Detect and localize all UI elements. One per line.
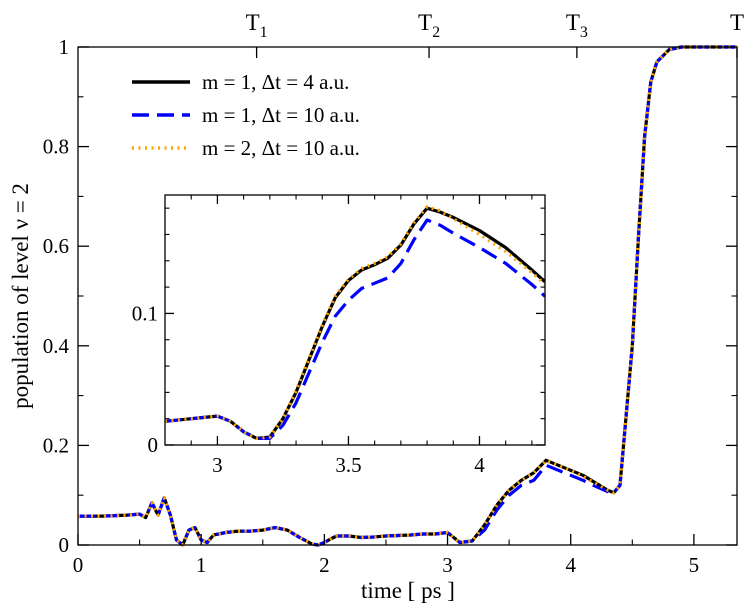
inset-tick-labels: 3 3.5 4 0 0.1 xyxy=(132,301,485,477)
main-x-tick-label: 1 xyxy=(196,553,207,577)
inset-axes xyxy=(164,194,546,446)
main-y-tick-label: 1 xyxy=(59,35,70,59)
inset-series-group xyxy=(165,205,545,440)
inset-series-2-line xyxy=(165,218,545,440)
inset-plot-area xyxy=(165,195,545,445)
main-y-tick-label: 0.2 xyxy=(43,433,69,457)
top-markers: T1 T2 T3 T xyxy=(246,10,744,58)
top-marker-label-3: T3 xyxy=(566,10,588,41)
main-y-tick-label: 0.4 xyxy=(43,334,70,358)
inset-x-tick-label: 3.5 xyxy=(335,453,361,477)
top-marker-label-4: T xyxy=(730,10,744,35)
legend-label-series-2: m = 1, Δt = 10 a.u. xyxy=(202,103,360,127)
main-x-tick-label: 3 xyxy=(442,553,453,577)
main-y-tick-label: 0 xyxy=(59,533,70,557)
main-axes xyxy=(77,46,738,546)
inset-x-tick-label: 3 xyxy=(212,453,223,477)
main-y-tick-label: 0.8 xyxy=(43,135,69,159)
y-axis-title: population of level ν = 2 xyxy=(8,183,33,409)
legend: m = 1, Δt = 4 a.u. m = 1, Δt = 10 a.u. m… xyxy=(132,70,360,160)
x-axis-title: time [ ps ] xyxy=(361,578,455,603)
main-x-tick-label: 0 xyxy=(73,553,84,577)
main-x-tick-label: 5 xyxy=(689,553,700,577)
inset-y-tick-label: 0.1 xyxy=(132,301,158,325)
main-series-3-line xyxy=(78,45,737,547)
main-series-group xyxy=(78,45,737,547)
inset-background xyxy=(165,195,545,445)
legend-label-series-1: m = 1, Δt = 4 a.u. xyxy=(202,70,349,94)
legend-label-series-3: m = 2, Δt = 10 a.u. xyxy=(202,136,360,160)
inset-y-tick-label: 0 xyxy=(148,433,159,457)
main-y-tick-label: 0.6 xyxy=(43,234,69,258)
main-tick-labels: 0 1 2 3 4 5 0 0.2 0.4 0.6 0.8 1 xyxy=(43,35,699,577)
main-x-tick-label: 4 xyxy=(565,553,576,577)
main-x-tick-label: 2 xyxy=(319,553,330,577)
inset-frame xyxy=(164,194,546,446)
top-marker-label-1: T1 xyxy=(246,10,268,41)
inset-x-tick-label: 4 xyxy=(474,453,485,477)
top-marker-label-2: T2 xyxy=(418,10,440,41)
